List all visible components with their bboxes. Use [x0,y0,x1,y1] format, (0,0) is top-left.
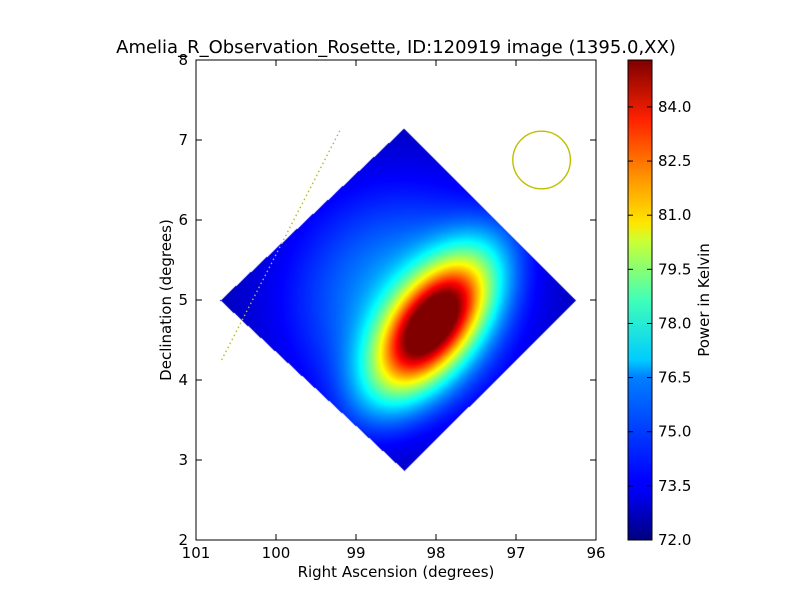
x-tick-label-3: 98 [426,544,445,562]
colorbar-gradient [627,59,653,541]
x-tick-label-1: 100 [262,544,291,562]
x-tick-label-2: 99 [346,544,365,562]
y-tick-label-5: 7 [178,131,188,149]
x-tick-label-5: 96 [586,544,605,562]
x-axis: 101 100 99 98 97 96 [182,60,606,562]
colorbar-ticks: 72.0 73.5 75.0 76.5 78.0 79.5 81.0 82.5 84.0 [628,98,691,549]
cb-tick-label-5: 79.5 [658,260,691,278]
x-tick-label-4: 97 [506,544,525,562]
cb-tick-label-4: 78.0 [658,314,691,332]
cb-tick-label-2: 75.0 [658,423,691,441]
colorbar-label: Power in Kelvin [695,243,713,357]
x-axis-label: Right Ascension (degrees) [298,563,495,581]
heatmap-image [196,60,596,540]
x-tick-label-0: 101 [182,544,211,562]
cb-tick-label-8: 84.0 [658,98,691,116]
y-axis-label: Declination (degrees) [157,219,175,381]
cb-tick-label-0: 72.0 [658,531,691,549]
plot-area [196,60,596,540]
y-tick-label-0: 2 [178,531,188,549]
cb-tick-label-1: 73.5 [658,477,691,495]
cb-tick-label-6: 81.0 [658,206,691,224]
colorbar: 72.0 73.5 75.0 76.5 78.0 79.5 81.0 82.5 84.0 Pow… [627,59,713,549]
chart-title: Amelia_R_Observation_Rosette, ID:120919 … [116,37,676,58]
y-axis: 2 3 4 5 6 7 8 [178,51,596,549]
y-tick-label-4: 6 [178,211,188,229]
y-tick-label-6: 8 [178,51,188,69]
cb-tick-label-3: 76.5 [658,369,691,387]
cb-tick-label-7: 82.5 [658,152,691,170]
beam-circle [512,130,572,190]
y-tick-label-2: 4 [178,371,188,389]
y-tick-label-3: 5 [178,291,188,309]
y-tick-label-1: 3 [178,451,188,469]
